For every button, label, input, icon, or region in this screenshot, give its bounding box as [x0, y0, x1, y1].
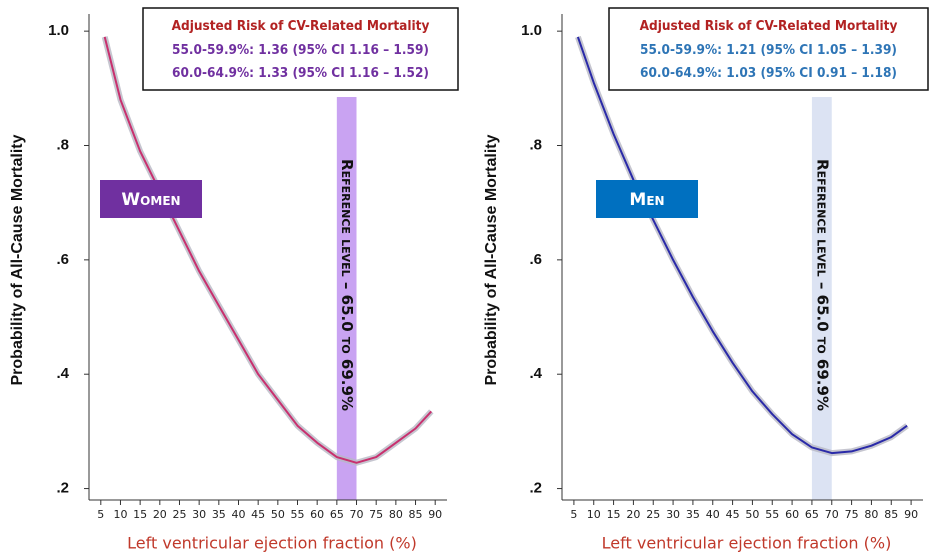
y-tick-label: 1.0 — [521, 22, 542, 39]
x-tick-label: 65 — [330, 508, 344, 521]
x-tick-label: 55 — [291, 508, 305, 521]
x-tick-label: 80 — [864, 508, 878, 521]
x-tick-label: 25 — [646, 508, 660, 521]
reference-label: Reference level – 65.0 to 69.9% — [338, 159, 356, 411]
x-tick-label: 45 — [251, 508, 265, 521]
annotation-title: Adjusted Risk of CV-Related Mortality — [172, 18, 430, 34]
x-tick-label: 60 — [785, 508, 799, 521]
annotation-title: Adjusted Risk of CV-Related Mortality — [640, 18, 898, 34]
x-tick-label: 20 — [626, 508, 640, 521]
annotation-box — [608, 7, 929, 91]
y-axis-label: Probability of All-Cause Mortality — [483, 134, 500, 385]
chart-panel: .2 .4 .6 .8 1.0 5 10 15 20 25 30 35 40 45 50 55 60 65 70 75… — [9, 7, 459, 553]
x-tick-label: 35 — [212, 508, 226, 521]
x-tick-label: 30 — [192, 508, 206, 521]
confidence-band — [575, 35, 909, 457]
x-tick-label: 50 — [271, 508, 285, 521]
x-tick-label: 60 — [310, 508, 324, 521]
panel-label: Men — [629, 190, 664, 210]
x-tick-label: 90 — [428, 508, 442, 521]
x-tick-label: 50 — [745, 508, 759, 521]
x-tick-label: 45 — [726, 508, 740, 521]
y-tick-label: .4 — [56, 365, 69, 382]
y-tick-label: 1.0 — [48, 22, 69, 39]
y-tick-label: .2 — [56, 480, 69, 497]
y-tick-label: .8 — [56, 136, 69, 153]
series-line — [576, 36, 908, 455]
y-tick-label: .6 — [56, 251, 69, 268]
annotation-box — [142, 7, 459, 91]
x-tick-label: 15 — [133, 508, 147, 521]
x-tick-label: 90 — [904, 508, 918, 521]
panel-label-box — [596, 180, 698, 218]
x-tick-label: 70 — [350, 508, 364, 521]
reference-band — [811, 97, 832, 500]
panel-label-box — [100, 180, 202, 218]
x-axis-label: Left ventricular ejection fraction (%) — [602, 534, 892, 553]
x-tick-label: 70 — [825, 508, 839, 521]
series-line — [103, 36, 433, 464]
x-axis-label: Left ventricular ejection fraction (%) — [127, 534, 417, 553]
panel-label: Women — [121, 190, 180, 210]
x-tick-label: 15 — [607, 508, 621, 521]
x-tick-label: 35 — [686, 508, 700, 521]
reference-label: Reference level – 65.0 to 69.9% — [813, 159, 831, 411]
reference-band — [336, 97, 357, 500]
x-tick-label: 25 — [172, 508, 186, 521]
x-tick-label: 85 — [884, 508, 898, 521]
x-tick-label: 80 — [389, 508, 403, 521]
y-tick-label: .8 — [529, 136, 542, 153]
annotation-line: 55.0-59.9%: 1.21 (95% CI 1.05 – 1.39) — [640, 42, 897, 58]
y-tick-label: .6 — [529, 251, 542, 268]
x-tick-label: 5 — [97, 508, 104, 521]
x-tick-label: 10 — [587, 508, 601, 521]
y-tick-label: .4 — [529, 365, 542, 382]
x-tick-label: 75 — [369, 508, 383, 521]
y-tick-label: .2 — [529, 480, 542, 497]
x-tick-label: 65 — [805, 508, 819, 521]
confidence-band — [101, 36, 434, 466]
x-tick-label: 30 — [666, 508, 680, 521]
annotation-line: 60.0-64.9%: 1.33 (95% CI 1.16 – 1.52) — [172, 65, 429, 81]
y-axis-label: Probability of All-Cause Mortality — [9, 134, 26, 385]
x-tick-label: 75 — [845, 508, 859, 521]
annotation-line: 60.0-64.9%: 1.03 (95% CI 0.91 – 1.18) — [640, 65, 897, 81]
x-tick-label: 10 — [113, 508, 127, 521]
x-tick-label: 55 — [765, 508, 779, 521]
x-tick-label: 40 — [706, 508, 720, 521]
x-tick-label: 5 — [570, 508, 577, 521]
x-tick-label: 20 — [153, 508, 167, 521]
x-tick-label: 40 — [231, 508, 245, 521]
x-tick-label: 85 — [409, 508, 423, 521]
annotation-line: 55.0-59.9%: 1.36 (95% CI 1.16 – 1.59) — [172, 42, 429, 58]
chart-panel: .2 .4 .6 .8 1.0 5 10 15 20 25 30 35 40 45 50 55 60 65 70 75… — [483, 7, 929, 553]
